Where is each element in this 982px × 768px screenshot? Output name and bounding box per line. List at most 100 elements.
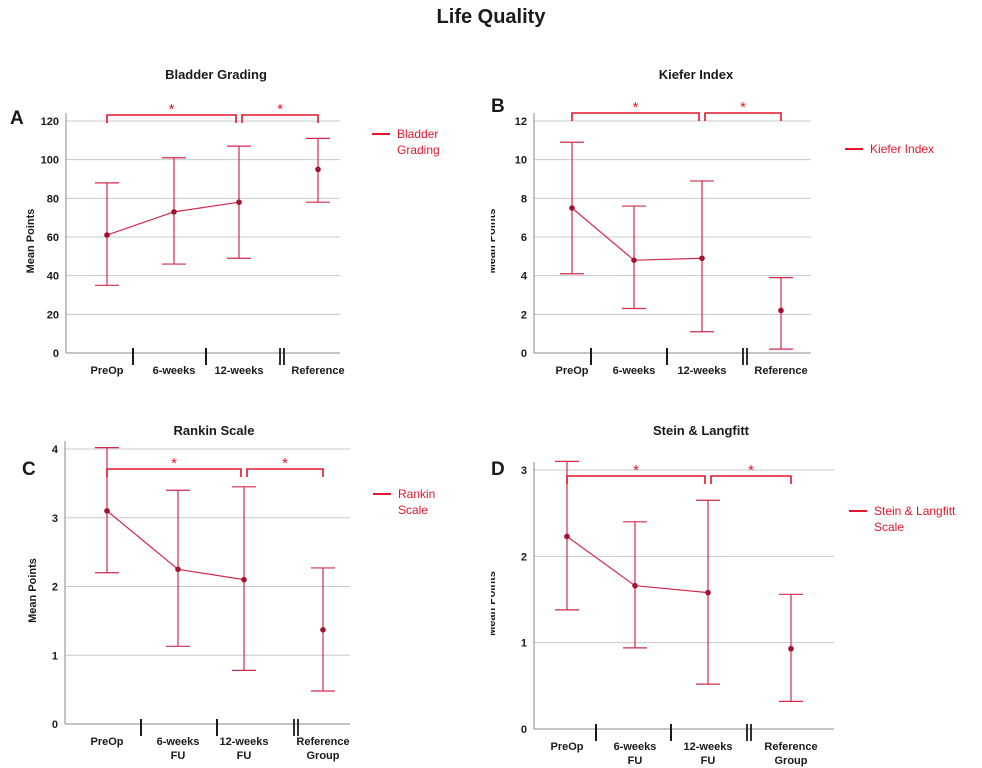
panel-d-stein-langfitt: Stein & Langfitt D 0 1 2 3 Mean Points PreOp 6-w… [491, 423, 956, 767]
significance-star: * [171, 455, 177, 472]
significance-bracket [710, 475, 792, 484]
chart-title: Stein & Langfitt [653, 423, 750, 438]
x-tick-label: FU [695, 379, 710, 380]
legend-label: Bladder [397, 127, 438, 141]
y-tick-label: 120 [41, 116, 59, 128]
figure-title: Life Quality [436, 6, 546, 28]
data-point [564, 533, 570, 540]
x-tick-label: 6-weeks [613, 365, 656, 377]
y-tick-label: 1 [521, 638, 527, 650]
x-tick-label: Group [775, 755, 808, 767]
legend-label: Kiefer Index [870, 142, 934, 156]
significance-bracket [704, 112, 782, 121]
panel-a-bladder-grading: Bladder Grading A 0 20 40 60 80 100 120 Mean Poin… [10, 67, 440, 380]
x-tick-label: PreOp [550, 741, 583, 753]
y-tick-label: 80 [47, 193, 59, 205]
x-tick-label: 12-weeks [220, 736, 269, 748]
legend-label: Rankin [398, 487, 435, 501]
x-tick-label: PreOp [90, 736, 123, 748]
x-tick-label: 6-weeks [614, 741, 657, 753]
x-tick-label: Group [302, 379, 335, 380]
legend-label: Scale [874, 520, 904, 534]
data-point [632, 582, 638, 589]
y-tick-label: 60 [47, 232, 59, 244]
x-tick-label: FU [627, 379, 642, 380]
significance-star: * [277, 101, 283, 118]
panel-letter: D [491, 459, 505, 480]
x-tick-label: FU [237, 750, 252, 762]
y-tick-label: 0 [521, 724, 527, 736]
x-tick-label: 12-weeks [678, 365, 727, 377]
significance-bracket [106, 468, 242, 477]
significance-bracket [571, 112, 700, 121]
y-tick-label: 4 [52, 444, 59, 456]
y-tick-label: 100 [41, 155, 59, 167]
panel-letter: C [22, 459, 36, 480]
series-line [566, 535, 709, 594]
chart-title: Rankin Scale [174, 423, 255, 438]
data-point [241, 576, 247, 583]
chart-title: Kiefer Index [659, 67, 734, 82]
y-tick-label: 0 [521, 348, 527, 360]
x-tick-label: PreOp [555, 365, 588, 377]
significance-star: * [633, 462, 639, 479]
x-tick-label: FU [171, 750, 186, 762]
y-tick-label: 2 [521, 309, 527, 321]
panel-c-rankin-scale: Rankin Scale C 0 1 2 3 4 Mean Points PreOp 6-week… [22, 423, 435, 762]
data-point [315, 166, 321, 173]
y-tick-label: 12 [515, 116, 527, 128]
y-tick-label: 3 [52, 513, 58, 525]
data-point [171, 209, 177, 215]
data-point [175, 566, 181, 573]
x-tick-label: Reference [754, 365, 807, 377]
significance-bracket [246, 468, 324, 477]
significance-bracket [241, 114, 319, 123]
series-line [106, 201, 240, 236]
data-point [778, 307, 784, 314]
x-tick-label: FU [701, 755, 716, 767]
significance-star: * [748, 462, 754, 479]
y-tick-label: 8 [521, 193, 527, 205]
data-point [569, 205, 575, 211]
y-axis-label: Mean Points [25, 209, 37, 274]
y-tick-label: 20 [47, 309, 59, 321]
x-tick-label: 6-weeks [153, 365, 196, 377]
y-tick-label: 10 [515, 155, 527, 167]
significance-star: * [169, 101, 175, 118]
x-tick-label: Reference [764, 741, 817, 753]
data-point [631, 257, 637, 263]
y-axis-label: Mean Points [27, 558, 39, 623]
data-point [104, 508, 110, 514]
chart-title: Bladder Grading [165, 67, 267, 82]
x-tick-label: FU [628, 755, 643, 767]
x-tick-label: FU [167, 379, 182, 380]
data-point [320, 627, 326, 633]
legend-label: Grading [397, 143, 440, 157]
legend-label: Stein & Langfitt [874, 504, 956, 518]
x-tick-label: 12-weeks [684, 741, 733, 753]
significance-star: * [740, 99, 746, 116]
significance-bracket [106, 114, 237, 123]
y-tick-label: 0 [52, 719, 58, 731]
y-tick-label: 2 [521, 551, 527, 563]
y-axis-label: Mean Points [491, 209, 498, 274]
x-tick-label: Reference [296, 736, 349, 748]
panel-letter: A [10, 108, 24, 129]
y-tick-label: 40 [47, 271, 59, 283]
x-tick-label: Group [765, 379, 798, 380]
y-tick-label: 3 [521, 465, 527, 477]
x-tick-label: 12-weeks [215, 365, 264, 377]
significance-bracket [566, 475, 706, 484]
data-point [699, 255, 705, 262]
y-tick-label: 6 [521, 232, 527, 244]
data-point [705, 589, 711, 596]
significance-star: * [633, 99, 639, 116]
significance-star: * [282, 455, 288, 472]
data-point [104, 232, 110, 238]
series-line [571, 207, 703, 261]
panel-letter: B [491, 96, 505, 117]
y-tick-label: 2 [52, 582, 58, 594]
data-point [788, 645, 794, 652]
y-tick-label: 0 [53, 348, 59, 360]
x-tick-label: Group [307, 750, 340, 762]
